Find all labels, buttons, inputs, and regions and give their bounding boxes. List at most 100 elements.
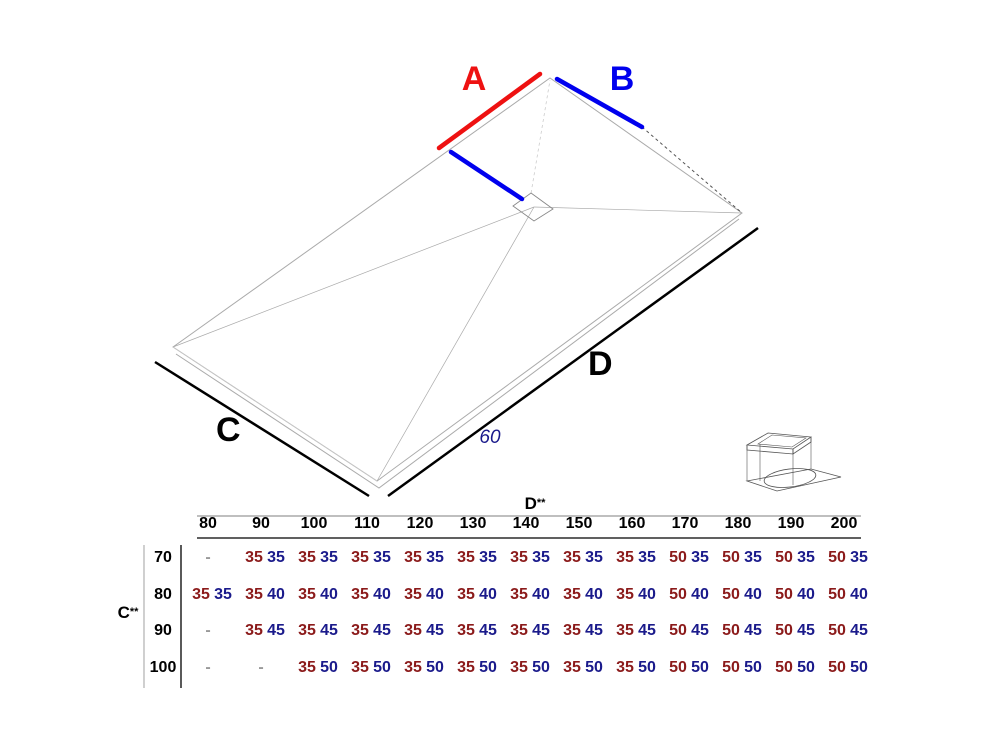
svg-text:35: 35: [691, 549, 709, 566]
svg-text:35: 35: [616, 549, 634, 566]
svg-text:40: 40: [691, 586, 709, 603]
svg-text:45: 45: [850, 622, 868, 639]
svg-text:100: 100: [301, 515, 328, 532]
svg-text:80: 80: [199, 515, 217, 532]
svg-text:35: 35: [510, 622, 528, 639]
svg-text:45: 45: [691, 622, 709, 639]
svg-text:45: 45: [797, 622, 815, 639]
svg-text:45: 45: [320, 622, 338, 639]
svg-text:40: 40: [320, 586, 338, 603]
svg-text:40: 40: [744, 586, 762, 603]
svg-text:130: 130: [460, 515, 487, 532]
svg-text:35: 35: [351, 586, 369, 603]
svg-text:35: 35: [616, 622, 634, 639]
svg-text:40: 40: [373, 586, 391, 603]
svg-text:35: 35: [351, 659, 369, 676]
svg-text:35: 35: [298, 659, 316, 676]
svg-text:50: 50: [775, 659, 793, 676]
svg-text:D: D: [588, 345, 613, 383]
svg-text:35: 35: [563, 659, 581, 676]
svg-text:35: 35: [245, 586, 263, 603]
svg-text:35: 35: [320, 549, 338, 566]
svg-text:35: 35: [479, 549, 497, 566]
svg-text:45: 45: [744, 622, 762, 639]
svg-text:C**: C**: [118, 603, 140, 622]
svg-text:90: 90: [252, 515, 270, 532]
svg-text:-: -: [205, 659, 210, 676]
svg-text:50: 50: [691, 659, 709, 676]
svg-text:50: 50: [722, 586, 740, 603]
svg-text:-: -: [205, 622, 210, 639]
svg-text:50: 50: [797, 659, 815, 676]
svg-text:50: 50: [775, 586, 793, 603]
svg-text:50: 50: [669, 622, 687, 639]
svg-text:35: 35: [563, 549, 581, 566]
svg-text:35: 35: [510, 659, 528, 676]
svg-text:45: 45: [532, 622, 550, 639]
svg-text:50: 50: [722, 622, 740, 639]
svg-text:50: 50: [669, 659, 687, 676]
svg-text:35: 35: [532, 549, 550, 566]
svg-text:180: 180: [725, 515, 752, 532]
svg-text:35: 35: [638, 549, 656, 566]
svg-text:35: 35: [298, 549, 316, 566]
svg-text:35: 35: [351, 549, 369, 566]
svg-text:35: 35: [192, 586, 210, 603]
svg-text:50: 50: [775, 549, 793, 566]
svg-text:50: 50: [828, 586, 846, 603]
svg-text:A: A: [462, 60, 487, 98]
svg-text:-: -: [205, 549, 210, 566]
svg-text:160: 160: [619, 515, 646, 532]
svg-text:35: 35: [563, 586, 581, 603]
svg-text:35: 35: [404, 659, 422, 676]
svg-text:50: 50: [373, 659, 391, 676]
svg-text:40: 40: [479, 586, 497, 603]
svg-text:35: 35: [510, 549, 528, 566]
svg-text:35: 35: [616, 586, 634, 603]
svg-text:35: 35: [404, 586, 422, 603]
svg-text:35: 35: [457, 549, 475, 566]
svg-text:120: 120: [407, 515, 434, 532]
svg-text:50: 50: [426, 659, 444, 676]
svg-text:35: 35: [373, 549, 391, 566]
svg-text:50: 50: [638, 659, 656, 676]
svg-text:90: 90: [154, 622, 172, 639]
svg-text:110: 110: [354, 515, 380, 532]
svg-text:50: 50: [828, 549, 846, 566]
svg-text:35: 35: [351, 622, 369, 639]
svg-text:45: 45: [267, 622, 285, 639]
svg-text:45: 45: [479, 622, 497, 639]
svg-text:D**: D**: [525, 494, 547, 513]
svg-text:50: 50: [479, 659, 497, 676]
svg-text:35: 35: [267, 549, 285, 566]
svg-text:80: 80: [154, 586, 172, 603]
svg-text:35: 35: [404, 622, 422, 639]
svg-text:45: 45: [373, 622, 391, 639]
svg-text:50: 50: [669, 549, 687, 566]
svg-text:150: 150: [566, 515, 593, 532]
svg-text:35: 35: [214, 586, 232, 603]
svg-text:40: 40: [638, 586, 656, 603]
svg-text:35: 35: [426, 549, 444, 566]
svg-text:200: 200: [831, 515, 858, 532]
svg-text:50: 50: [532, 659, 550, 676]
svg-text:40: 40: [585, 586, 603, 603]
svg-text:35: 35: [245, 622, 263, 639]
svg-text:35: 35: [298, 586, 316, 603]
svg-text:35: 35: [298, 622, 316, 639]
svg-text:35: 35: [563, 622, 581, 639]
svg-text:40: 40: [267, 586, 285, 603]
svg-text:45: 45: [426, 622, 444, 639]
svg-text:50: 50: [828, 622, 846, 639]
svg-text:50: 50: [320, 659, 338, 676]
svg-text:70: 70: [154, 549, 172, 566]
svg-text:45: 45: [638, 622, 656, 639]
svg-text:35: 35: [797, 549, 815, 566]
svg-text:35: 35: [457, 659, 475, 676]
svg-text:50: 50: [722, 549, 740, 566]
svg-text:45: 45: [585, 622, 603, 639]
svg-text:40: 40: [532, 586, 550, 603]
svg-text:40: 40: [850, 586, 868, 603]
svg-text:50: 50: [828, 659, 846, 676]
svg-text:35: 35: [616, 659, 634, 676]
